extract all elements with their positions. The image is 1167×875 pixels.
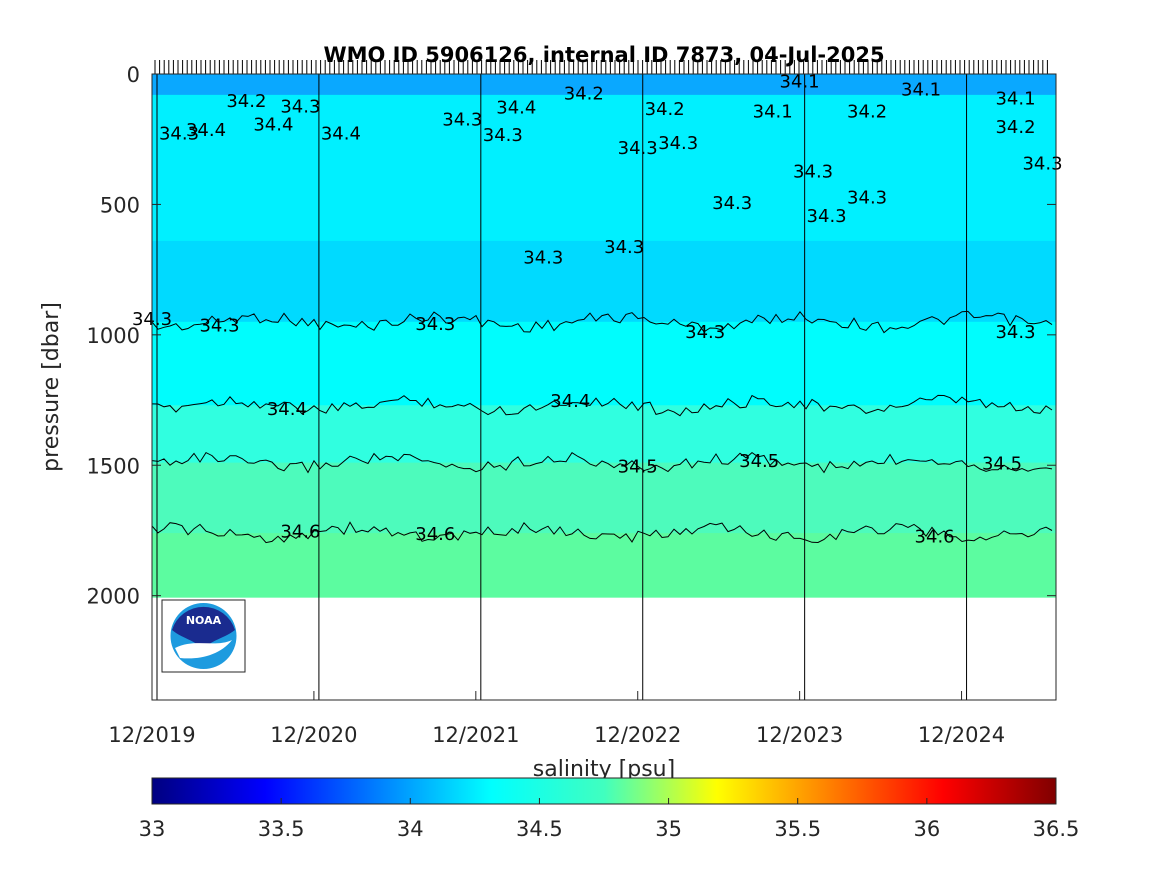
profile-tick-marks bbox=[154, 60, 1048, 74]
contour-label: 34.3 bbox=[280, 96, 320, 117]
contour-label: 34.3 bbox=[415, 314, 455, 335]
y-axis-label: pressure [dbar] bbox=[39, 302, 64, 472]
x-tick-label: 12/2019 bbox=[108, 723, 195, 747]
contour-line bbox=[152, 521, 1053, 544]
plot-area: 34.3 34.3 34.3 34.3 34.334.4 34.434.5 34.5 34.5… bbox=[87, 60, 1063, 747]
contour-label: 34.6 bbox=[415, 524, 455, 545]
contour-label: 34.3 bbox=[604, 237, 644, 258]
contour-label: 34.5 bbox=[618, 456, 658, 477]
colorbar-tick-label: 33 bbox=[139, 817, 166, 841]
colorbar-tick-label: 34.5 bbox=[516, 817, 563, 841]
y-tick-label: 1500 bbox=[87, 454, 140, 478]
contour-label: 34.3 bbox=[159, 124, 199, 145]
contour-label: 34.3 bbox=[995, 322, 1035, 343]
contour-label: 34.4 bbox=[496, 98, 536, 119]
contour-line bbox=[152, 310, 1053, 334]
contour-label: 34.3 bbox=[483, 125, 523, 146]
colorbar-tick-label: 34 bbox=[397, 817, 424, 841]
x-tick-label: 12/2021 bbox=[432, 723, 519, 747]
contour-label: 34.1 bbox=[780, 72, 820, 93]
y-tick-label: 500 bbox=[100, 193, 140, 217]
contour-label: 34.4 bbox=[550, 391, 590, 412]
colorbar-tick-label: 33.5 bbox=[258, 817, 305, 841]
contour-label: 34.3 bbox=[442, 109, 482, 130]
contour-label: 34.3 bbox=[199, 315, 239, 336]
contour-label: 34.2 bbox=[226, 91, 266, 112]
contour-label: 34.5 bbox=[982, 454, 1022, 475]
contour-label: 34.3 bbox=[685, 322, 725, 343]
x-tick-label: 12/2020 bbox=[270, 723, 357, 747]
contour-label: 34.3 bbox=[793, 162, 833, 183]
y-tick-label: 2000 bbox=[87, 585, 140, 609]
colorbar: salinity [psu] 33 33.5 34 34.5 35 35.5 36 36.5 bbox=[139, 757, 1080, 841]
contour-label: 34.4 bbox=[321, 124, 361, 145]
contour-label: 34.4 bbox=[267, 399, 307, 420]
colorbar-ticks: 33 33.5 34 34.5 35 35.5 36 36.5 bbox=[139, 798, 1080, 841]
salinity-layer bbox=[152, 462, 1056, 536]
salinity-layer bbox=[152, 240, 1056, 324]
plot-frame bbox=[151, 73, 1057, 701]
x-axis-ticks: 12/2019 12/2020 12/2021 12/2022 12/2023 12/20… bbox=[108, 691, 1005, 747]
colorbar-tick-label: 35 bbox=[655, 817, 682, 841]
salinity-layer bbox=[152, 405, 1056, 465]
x-tick-label: 12/2023 bbox=[756, 723, 843, 747]
contour-line bbox=[152, 394, 1053, 417]
contour-label: 34.3 bbox=[618, 138, 658, 159]
salinity-layer bbox=[152, 94, 1056, 243]
contour-label: 34.3 bbox=[523, 248, 563, 269]
contour-label: 34.1 bbox=[901, 79, 941, 100]
salinity-layers bbox=[152, 74, 1056, 598]
colorbar-tick-label: 35.5 bbox=[774, 817, 821, 841]
colorbar-tick-label: 36 bbox=[913, 817, 940, 841]
y-axis-ticks: 0 500 1000 1500 2000 bbox=[87, 63, 1056, 609]
contour-label: 34.1 bbox=[753, 102, 793, 123]
contour-label: 34.6 bbox=[915, 527, 955, 548]
y-tick-label: 1000 bbox=[87, 324, 140, 348]
contour-label: 34.2 bbox=[995, 117, 1035, 138]
contour-lines bbox=[152, 310, 1053, 544]
contour-label: 34.4 bbox=[253, 115, 293, 136]
contour-label: 34.5 bbox=[739, 451, 779, 472]
contour-label: 34.1 bbox=[995, 89, 1035, 110]
salinity-layer bbox=[152, 74, 1056, 97]
contour-label: 34.2 bbox=[564, 83, 604, 104]
salinity-layer bbox=[152, 321, 1056, 408]
contour-labels: 34.3 34.3 34.3 34.3 34.334.4 34.434.5 34.5 34.5… bbox=[132, 72, 1063, 548]
y-tick-label: 0 bbox=[127, 63, 140, 87]
contour-label: 34.3 bbox=[712, 193, 752, 214]
x-tick-label: 12/2022 bbox=[594, 723, 681, 747]
profile-year-lines bbox=[156, 74, 968, 700]
contour-label: 34.3 bbox=[807, 206, 847, 227]
colorbar-tick-label: 36.5 bbox=[1033, 817, 1080, 841]
contour-label: 34.6 bbox=[280, 522, 320, 543]
contour-label: 34.3 bbox=[1022, 154, 1062, 175]
contour-label: 34.3 bbox=[847, 188, 887, 209]
svg-text:NOAA: NOAA bbox=[186, 614, 222, 627]
x-tick-label: 12/2024 bbox=[918, 723, 1005, 747]
contour-label: 34.2 bbox=[847, 102, 887, 123]
contour-label: 34.3 bbox=[658, 133, 698, 154]
salinity-layer bbox=[152, 533, 1056, 598]
contour-line bbox=[152, 451, 1053, 474]
colorbar-gradient bbox=[151, 777, 1057, 805]
contour-label: 34.2 bbox=[645, 99, 685, 120]
noaa-logo: NOAA bbox=[161, 599, 246, 673]
contour-label: 34.4 bbox=[186, 120, 226, 141]
